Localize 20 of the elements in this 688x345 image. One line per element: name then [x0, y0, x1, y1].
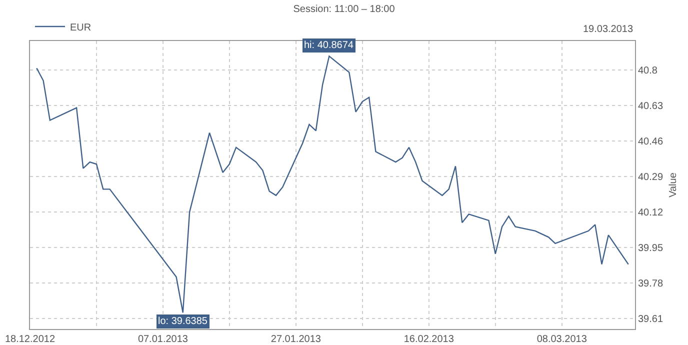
- annotation: lo: 39.6385: [158, 316, 208, 327]
- x-tick-label: 18.12.2012: [4, 334, 56, 345]
- x-tick-label: 27.01.2013: [270, 334, 322, 345]
- x-tick-label: 08.03.2013: [536, 334, 588, 345]
- chart-title: Session: 11:00 – 18:00: [293, 4, 396, 16]
- y-tick-label: 40.12: [638, 208, 664, 219]
- y-tick-label: 39.61: [638, 314, 664, 326]
- annotation: hi: 40.8674: [304, 40, 354, 51]
- x-tick-label: 07.01.2013: [138, 334, 188, 345]
- y-tick-label: 39.78: [638, 278, 664, 290]
- x-tick-label: 16.02.2013: [404, 334, 454, 345]
- y-tick-label: 40.46: [638, 136, 664, 148]
- line-series: [36, 56, 629, 314]
- y-tick-label: 40.29: [638, 172, 664, 184]
- legend-label: EUR: [70, 22, 92, 34]
- y-axis-title: Value: [668, 172, 679, 198]
- y-tick-label: 40.63: [638, 101, 664, 112]
- text: 19.03.2013: [583, 24, 634, 35]
- y-tick-label: 39.95: [638, 243, 664, 254]
- y-tick-label: 40.8: [638, 66, 658, 77]
